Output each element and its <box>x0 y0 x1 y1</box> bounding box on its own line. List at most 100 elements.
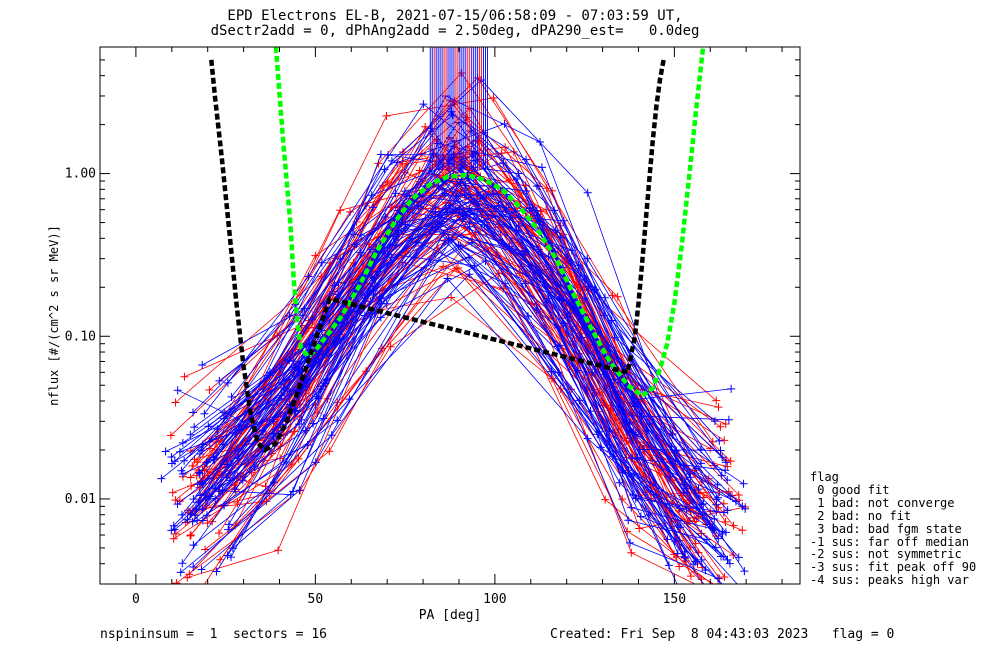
data-point <box>285 312 294 321</box>
data-point <box>297 415 306 424</box>
data-point <box>699 499 708 508</box>
data-point <box>223 378 232 387</box>
data-point <box>369 203 378 212</box>
data-point <box>723 506 732 515</box>
data-point <box>311 251 320 260</box>
data-point <box>514 221 523 230</box>
data-point <box>722 587 730 595</box>
data-point <box>173 500 182 509</box>
data-point <box>721 517 730 526</box>
data-point <box>315 347 324 356</box>
data-point <box>686 572 695 581</box>
data-point <box>625 418 634 427</box>
chart-title-line1: EPD Electrons EL-B, 2021-07-15/06:58:09 … <box>227 8 683 24</box>
data-point <box>167 453 176 462</box>
data-point <box>157 474 166 483</box>
data-point <box>702 584 710 592</box>
data-point <box>643 426 652 435</box>
y-tick-label: 1.00 <box>65 167 96 182</box>
data-point <box>710 417 719 426</box>
data-point <box>640 445 649 454</box>
data-point <box>213 425 222 434</box>
data-point <box>186 531 195 540</box>
data-point <box>212 567 221 576</box>
data-point <box>345 395 354 404</box>
data-point <box>295 400 304 409</box>
data-point <box>505 242 514 251</box>
chart-title-line2: dSectr2add = 0, dPhAng2add = 2.50deg, dP… <box>210 23 700 39</box>
data-point <box>553 342 562 351</box>
data-point <box>481 257 490 266</box>
data-trace <box>181 251 676 564</box>
data-trace <box>187 212 685 557</box>
data-point <box>370 308 379 317</box>
flag-legend-item: -3 sus: fit peak off 90 <box>810 560 977 575</box>
flag-legend-title: flag <box>810 470 839 484</box>
data-point <box>189 495 198 504</box>
data-point <box>591 285 600 294</box>
flag-legend: flag 0 good fit 1 bad: not converge 2 ba… <box>810 471 976 587</box>
data-point <box>627 548 636 557</box>
data-point <box>402 192 411 201</box>
data-point <box>193 516 202 525</box>
data-point <box>195 469 204 478</box>
data-point <box>706 587 714 595</box>
flag-legend-item: -2 sus: not symmetric <box>810 547 962 562</box>
data-point <box>190 511 199 520</box>
data-point <box>535 217 544 226</box>
data-point <box>739 479 748 488</box>
data-point <box>177 466 186 475</box>
data-point <box>195 450 204 459</box>
data-point <box>543 283 552 292</box>
data-point <box>175 447 184 456</box>
data-point <box>494 201 503 210</box>
data-point <box>300 304 309 313</box>
data-point <box>726 587 734 595</box>
data-point <box>330 281 339 290</box>
data-point <box>223 551 232 560</box>
data-trace <box>193 192 685 485</box>
data-point <box>714 403 723 412</box>
data-point <box>317 258 326 267</box>
data-point <box>726 457 735 466</box>
data-point <box>224 525 233 534</box>
data-point <box>724 415 733 424</box>
y-tick-label: 0.01 <box>65 492 96 507</box>
data-point <box>680 480 689 489</box>
data-point <box>400 187 409 196</box>
flag-legend-item: 1 bad: not converge <box>810 495 955 510</box>
data-point <box>187 482 196 491</box>
data-point <box>536 207 545 216</box>
data-point <box>707 587 715 595</box>
x-tick-label: 100 <box>483 592 506 607</box>
data-point <box>312 392 321 401</box>
plot-frame <box>99 46 801 585</box>
data-point <box>715 436 724 445</box>
data-point <box>691 539 700 548</box>
fit-curve <box>209 59 666 453</box>
data-point <box>347 307 356 316</box>
flag-legend-item: 0 good fit <box>810 482 890 497</box>
data-point <box>333 416 342 425</box>
data-point <box>723 476 732 485</box>
data-point <box>489 189 498 198</box>
data-point <box>166 431 175 440</box>
data-point <box>198 360 207 369</box>
data-point <box>452 192 461 201</box>
data-point <box>635 524 644 533</box>
data-point <box>710 515 719 524</box>
data-point <box>319 414 328 423</box>
data-point <box>718 529 727 538</box>
data-point <box>697 529 706 538</box>
data-point <box>505 176 514 185</box>
data-point <box>180 372 189 381</box>
data-point <box>196 587 204 595</box>
data-point <box>269 417 278 426</box>
data-point <box>663 535 672 544</box>
data-point <box>740 567 749 576</box>
data-point <box>569 303 578 312</box>
data-point <box>712 396 721 405</box>
data-point <box>465 270 474 279</box>
data-point <box>714 493 723 502</box>
data-point <box>443 274 452 283</box>
